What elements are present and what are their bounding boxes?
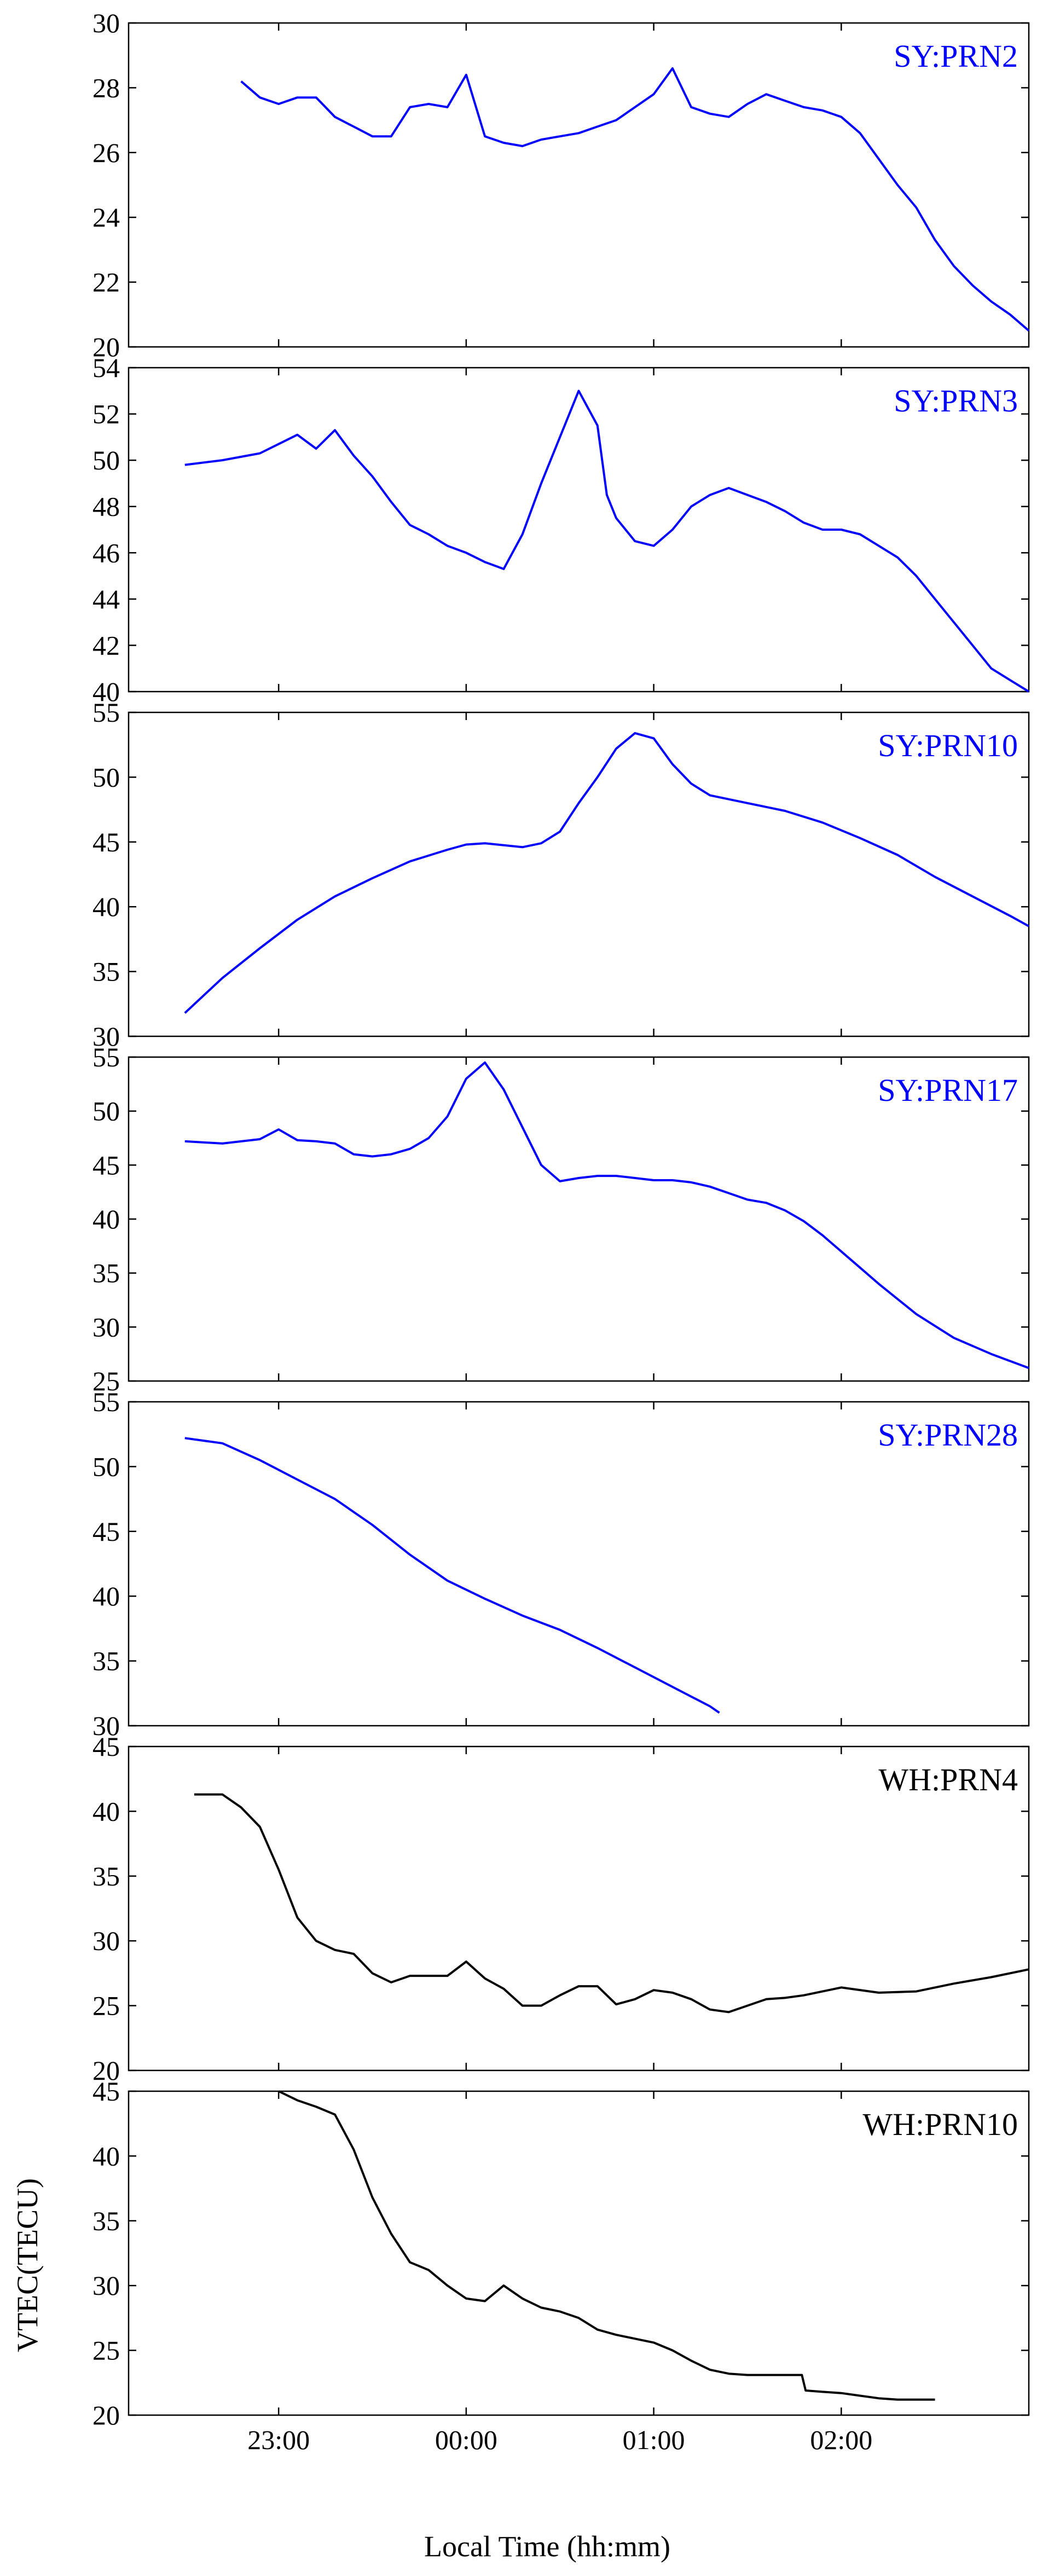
- y-tick-label: 45: [92, 1731, 120, 1762]
- series-line-wh-prn10: [278, 2090, 935, 2401]
- y-tick-label: 30: [92, 2270, 120, 2301]
- y-tick-label: 35: [92, 1258, 120, 1289]
- y-tick-label: 30: [92, 1312, 120, 1342]
- y-tick-label: 52: [92, 399, 120, 430]
- panel-frame: [128, 2090, 1030, 2416]
- x-tick-label: 02:00: [810, 2424, 872, 2455]
- y-tick-label: 30: [92, 1710, 120, 1741]
- series-line-wh-prn4: [194, 1793, 1029, 2014]
- y-tick-label: 48: [92, 491, 120, 522]
- y-tick-label: 46: [92, 537, 120, 568]
- y-tick-label: 24: [92, 202, 120, 233]
- y-tick-label: 25: [92, 2335, 120, 2366]
- panel-frame: [128, 1745, 1030, 2072]
- y-tick-label: 50: [92, 1096, 120, 1127]
- y-tick-label: 35: [92, 2206, 120, 2236]
- x-tick-label: 23:00: [247, 2424, 310, 2455]
- panel-label: SY:PRN3: [894, 383, 1018, 419]
- y-tick-label: 30: [92, 1021, 120, 1052]
- panel-6: 20 25 30 35 40 45 WH:PRN4: [92, 1731, 1030, 2086]
- y-tick-label: 50: [92, 1451, 120, 1482]
- series-line-sy-prn2: [240, 67, 1030, 332]
- panel-3: 30 35 40 45 50 55 SY:PRN10: [92, 697, 1030, 1052]
- y-tick-label: 40: [92, 2140, 120, 2171]
- y-tick-label: 50: [92, 762, 120, 792]
- y-tick-label: 45: [92, 1150, 120, 1180]
- panel-1: 20 22 24 26 28 30 SY:PRN2: [92, 8, 1030, 362]
- panel-4: 25 30 35 40 45 50 55 SY:PRN17: [92, 1042, 1030, 1396]
- panel-2: 40 42 44 46 48 50 52 54 SY:PRN3: [92, 352, 1030, 707]
- y-tick-label: 25: [92, 1366, 120, 1396]
- y-tick-label: 25: [92, 1991, 120, 2021]
- y-tick-label: 42: [92, 630, 120, 660]
- y-tick-label: 35: [92, 956, 120, 987]
- y-tick-label: 28: [92, 72, 120, 103]
- y-tick-label: 35: [92, 1861, 120, 1892]
- y-tick-label: 20: [92, 332, 120, 362]
- panel-frame: [128, 1401, 1030, 1727]
- y-tick-label: 26: [92, 137, 120, 168]
- x-axis-label: Local Time (hh:mm): [424, 2530, 670, 2563]
- y-tick-label: 40: [92, 1581, 120, 1611]
- panel-5: 30 35 40 45 50 55 SY:PRN28: [92, 1386, 1030, 1741]
- panel-frame: [128, 367, 1030, 693]
- y-tick-label: 45: [92, 1516, 120, 1547]
- y-tick-label: 30: [92, 1925, 120, 1956]
- y-tick-label: 54: [92, 352, 120, 383]
- series-line-sy-prn3: [184, 390, 1030, 693]
- y-tick-label: 50: [92, 445, 120, 475]
- panel-label: WH:PRN4: [878, 1762, 1018, 1797]
- panels-group: 20 22 24 26 28 30 SY:PRN2 40 42 44 46 48 50 52 54 SY:PR…: [92, 8, 1030, 2455]
- series-line-sy-prn10: [184, 732, 1029, 1014]
- x-tick-label: 00:00: [435, 2424, 497, 2455]
- panel-frame: [128, 22, 1030, 348]
- y-tick-label: 40: [92, 676, 120, 707]
- y-tick-label: 20: [92, 2055, 120, 2086]
- series-line-sy-prn17: [184, 1061, 1029, 1370]
- y-tick-label: 45: [92, 2076, 120, 2107]
- panel-frame: [128, 711, 1030, 1037]
- panel-label: SY:PRN17: [878, 1072, 1018, 1108]
- y-tick-label: 30: [92, 8, 120, 38]
- panel-label: SY:PRN10: [878, 728, 1018, 763]
- panel-label: WH:PRN10: [862, 2107, 1018, 2142]
- y-tick-label: 20: [92, 2400, 120, 2430]
- panel-7: 20 25 30 35 40 45 WH:PRN10 23:00 00:00 01:00 02:00: [92, 2076, 1030, 2455]
- y-tick-label: 40: [92, 1204, 120, 1234]
- y-axis-label: VTEC(TECU): [11, 2178, 44, 2352]
- panel-label: SY:PRN2: [894, 38, 1018, 74]
- y-tick-label: 55: [92, 1386, 120, 1417]
- y-tick-label: 55: [92, 1042, 120, 1072]
- y-tick-label: 45: [92, 827, 120, 857]
- y-tick-label: 40: [92, 891, 120, 922]
- panel-label: SY:PRN28: [878, 1417, 1018, 1453]
- x-tick-label: 01:00: [623, 2424, 685, 2455]
- series-line-sy-prn28: [184, 1437, 720, 1714]
- y-tick-label: 44: [92, 584, 120, 614]
- y-tick-label: 55: [92, 697, 120, 728]
- y-tick-label: 35: [92, 1646, 120, 1676]
- y-tick-label: 40: [92, 1796, 120, 1826]
- y-tick-label: 22: [92, 267, 120, 298]
